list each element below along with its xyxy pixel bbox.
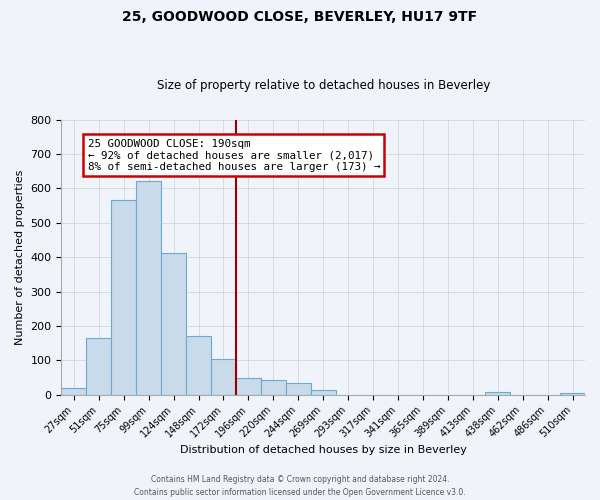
Y-axis label: Number of detached properties: Number of detached properties <box>15 170 25 345</box>
Bar <box>261 380 286 395</box>
Bar <box>560 393 585 395</box>
Bar <box>61 388 86 395</box>
Text: 25, GOODWOOD CLOSE, BEVERLEY, HU17 9TF: 25, GOODWOOD CLOSE, BEVERLEY, HU17 9TF <box>122 10 478 24</box>
Bar <box>311 390 335 395</box>
Bar <box>86 338 111 395</box>
Bar <box>111 200 136 395</box>
Title: Size of property relative to detached houses in Beverley: Size of property relative to detached ho… <box>157 79 490 92</box>
Text: 25 GOODWOOD CLOSE: 190sqm
← 92% of detached houses are smaller (2,017)
8% of sem: 25 GOODWOOD CLOSE: 190sqm ← 92% of detac… <box>88 139 380 172</box>
Bar <box>211 360 236 395</box>
Bar <box>136 182 161 395</box>
Bar <box>236 378 261 395</box>
Bar <box>485 392 510 395</box>
Bar <box>161 252 186 395</box>
Bar <box>286 383 311 395</box>
Bar <box>186 336 211 395</box>
Text: Contains HM Land Registry data © Crown copyright and database right 2024.
Contai: Contains HM Land Registry data © Crown c… <box>134 476 466 497</box>
X-axis label: Distribution of detached houses by size in Beverley: Distribution of detached houses by size … <box>180 445 467 455</box>
